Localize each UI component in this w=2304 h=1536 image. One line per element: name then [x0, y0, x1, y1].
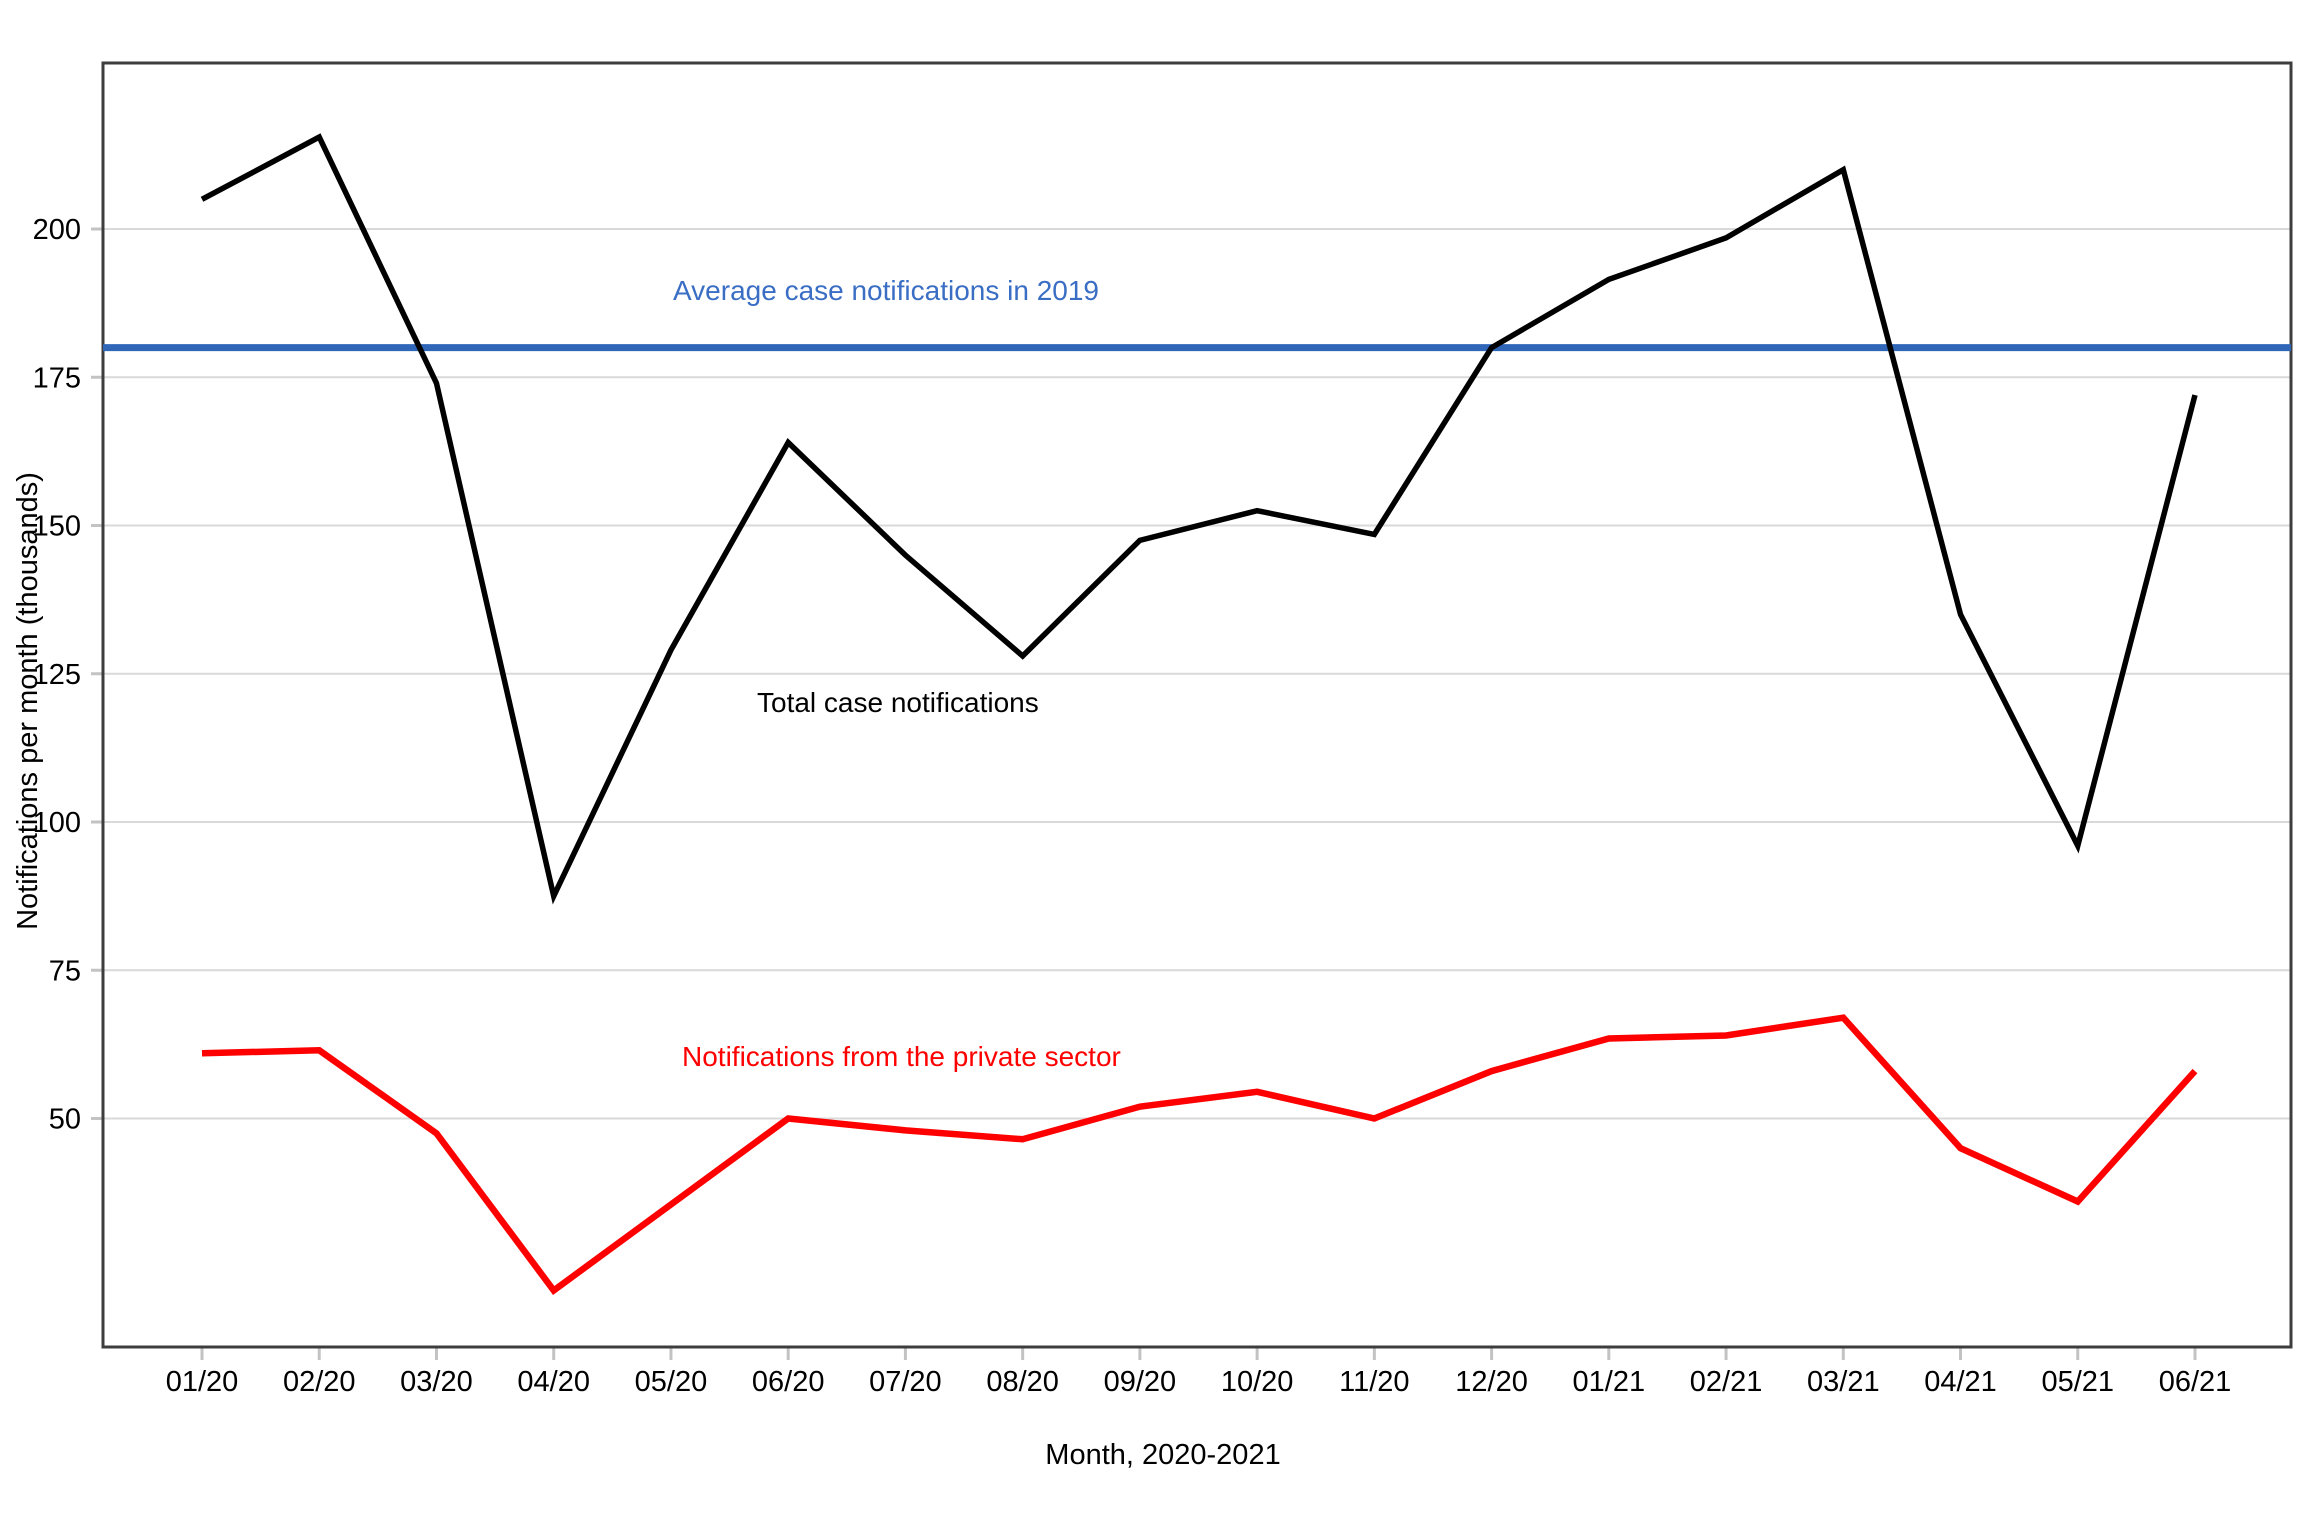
x-tick-label: 05/20 — [635, 1366, 708, 1398]
x-tick-label: 04/21 — [1924, 1366, 1997, 1398]
x-tick-label: 12/20 — [1455, 1366, 1528, 1398]
x-axis-title: Month, 2020-2021 — [1045, 1439, 1281, 1471]
total-series-label: Total case notifications — [757, 687, 1039, 718]
y-tick-label: 125 — [33, 659, 81, 691]
x-tick-label: 08/20 — [986, 1366, 1059, 1398]
x-tick-label: 01/21 — [1573, 1366, 1646, 1398]
plot-frame — [101, 61, 2293, 1349]
x-tick-label: 06/20 — [752, 1366, 825, 1398]
x-tick-label: 10/20 — [1221, 1366, 1294, 1398]
reference-line-label: Average case notifications in 2019 — [673, 275, 1099, 306]
x-tick-label: 01/20 — [166, 1366, 239, 1398]
x-tick-label: 05/21 — [2041, 1366, 2114, 1398]
x-tick-label: 09/20 — [1104, 1366, 1177, 1398]
y-tick-label: 100 — [33, 807, 81, 839]
x-tick-label: 11/20 — [1339, 1366, 1409, 1398]
x-tick-label: 04/20 — [517, 1366, 590, 1398]
x-tick-label: 02/21 — [1690, 1366, 1763, 1398]
y-axis-title: Notifications per month (thousands) — [12, 472, 44, 930]
private-sector-line — [201, 1014, 2198, 1295]
x-tick-label: 03/21 — [1807, 1366, 1880, 1398]
y-tick-label: 175 — [33, 362, 81, 394]
private-series-label: Notifications from the private sector — [682, 1041, 1121, 1072]
total-line — [200, 133, 2198, 905]
x-tick-label: 02/20 — [283, 1366, 356, 1398]
x-tick-label: 03/20 — [400, 1366, 473, 1398]
x-tick-label: 07/20 — [869, 1366, 942, 1398]
y-tick-label: 200 — [33, 214, 81, 246]
x-tick-label: 06/21 — [2159, 1366, 2232, 1398]
y-tick-label: 75 — [49, 955, 81, 987]
y-tick-label: 50 — [49, 1104, 81, 1136]
y-tick-label: 150 — [33, 511, 81, 543]
